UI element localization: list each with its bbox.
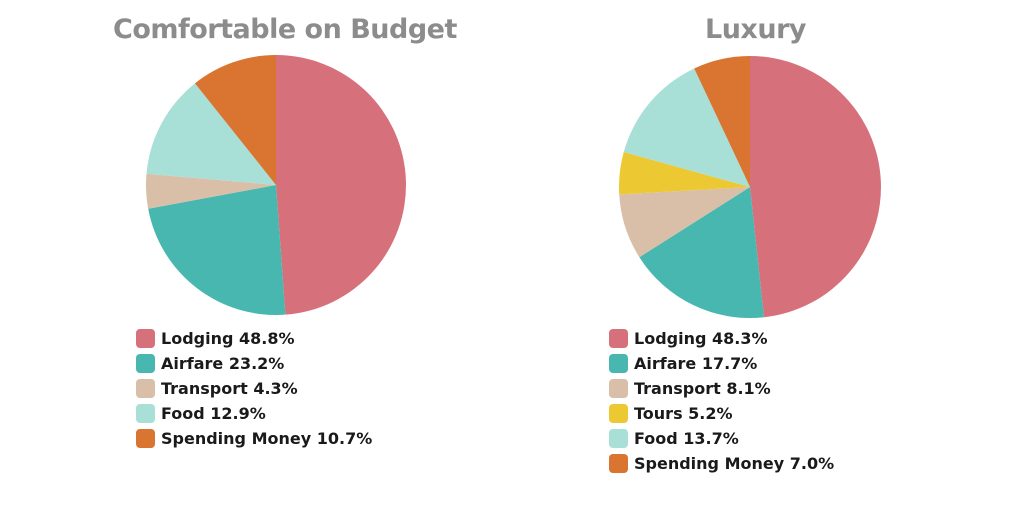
legend-label: Transport 8.1% bbox=[634, 379, 771, 398]
legend-swatch bbox=[609, 404, 628, 423]
legend-swatch bbox=[136, 379, 155, 398]
legend-label: Airfare 17.7% bbox=[634, 354, 758, 373]
legend-swatch bbox=[609, 329, 628, 348]
chart-title: Comfortable on Budget bbox=[113, 14, 457, 45]
legend-label: Lodging 48.8% bbox=[161, 329, 295, 348]
legend: Lodging 48.8% Airfare 23.2% Transport 4.3%… bbox=[136, 326, 372, 451]
budget-pie-chart: Comfortable on Budget Lodging 48.8% Airfa… bbox=[113, 14, 457, 451]
legend-item-transport: Transport 4.3% bbox=[136, 376, 372, 401]
pie-slice-spending-money bbox=[694, 56, 750, 187]
chart-title: Luxury bbox=[705, 14, 806, 45]
legend-item-lodging: Lodging 48.8% bbox=[136, 326, 372, 351]
legend-label: Tours 5.2% bbox=[634, 404, 733, 423]
legend-item-tours: Tours 5.2% bbox=[609, 401, 834, 426]
pie-slice-lodging bbox=[750, 56, 881, 318]
luxury-pie-chart: Luxury Lodging 48.3% Airfare 17.7% Transpo… bbox=[512, 0, 1024, 525]
pie-slice-lodging bbox=[276, 55, 406, 315]
legend-swatch bbox=[136, 354, 155, 373]
legend-item-spending-money: Spending Money 7.0% bbox=[609, 451, 834, 476]
legend-label: Food 13.7% bbox=[634, 429, 739, 448]
pie-slice-tours bbox=[619, 152, 750, 195]
legend-item-food: Food 12.9% bbox=[136, 401, 372, 426]
legend-item-transport: Transport 8.1% bbox=[609, 376, 834, 401]
legend-label: Airfare 23.2% bbox=[161, 354, 285, 373]
legend-swatch bbox=[609, 354, 628, 373]
legend-label: Transport 4.3% bbox=[161, 379, 298, 398]
pie-area bbox=[619, 56, 881, 318]
pie-slice-airfare bbox=[639, 187, 764, 318]
legend-swatch bbox=[136, 429, 155, 448]
legend-swatch bbox=[136, 404, 155, 423]
legend-item-airfare: Airfare 17.7% bbox=[609, 351, 834, 376]
legend-label: Food 12.9% bbox=[161, 404, 266, 423]
legend-label: Spending Money 10.7% bbox=[161, 429, 373, 448]
legend-item-lodging: Lodging 48.3% bbox=[609, 326, 834, 351]
legend-swatch bbox=[609, 429, 628, 448]
legend-swatch bbox=[609, 454, 628, 473]
pie-slice-transport bbox=[619, 187, 750, 258]
pie-slice-food bbox=[623, 68, 750, 187]
pie-slice-food bbox=[146, 83, 276, 185]
legend-swatch bbox=[609, 379, 628, 398]
legend-label: Spending Money 7.0% bbox=[634, 454, 835, 473]
legend-item-spending-money: Spending Money 10.7% bbox=[136, 426, 372, 451]
legend-label: Lodging 48.3% bbox=[634, 329, 768, 348]
pie-slice-airfare bbox=[148, 185, 286, 315]
pie-slice-spending-money bbox=[194, 55, 276, 185]
pie-area bbox=[146, 55, 406, 315]
legend: Lodging 48.3% Airfare 17.7% Transport 8.1%… bbox=[609, 326, 834, 476]
legend-item-food: Food 13.7% bbox=[609, 426, 834, 451]
legend-swatch bbox=[136, 329, 155, 348]
legend-item-airfare: Airfare 23.2% bbox=[136, 351, 372, 376]
pie-slice-transport bbox=[146, 173, 276, 209]
